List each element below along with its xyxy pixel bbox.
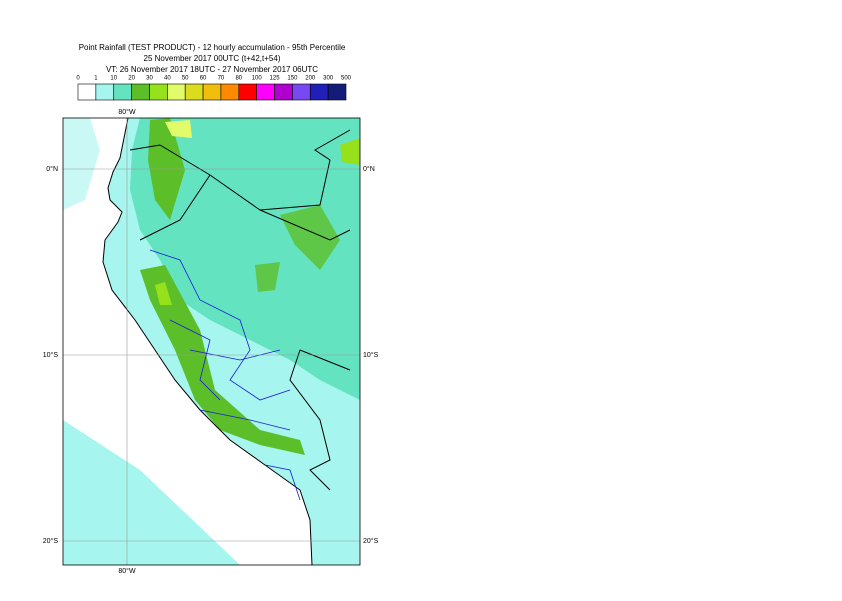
legend-label: 125 (270, 76, 281, 82)
legend-swatch (309, 83, 329, 101)
legend-label: 1 (94, 76, 98, 82)
lat-label: 20°S (43, 537, 59, 545)
legend-label: 80 (235, 76, 242, 82)
lat-label: 10°S (363, 351, 379, 359)
legend-swatch (220, 83, 240, 101)
lon-label: 80°W (118, 108, 136, 116)
legend-swatch (238, 83, 257, 101)
amazon-rain (340, 138, 360, 165)
valid-time: VT: 26 November 2017 18UTC - 27 November… (106, 65, 318, 74)
legend-label: 40 (164, 76, 171, 82)
lat-label: 10°S (43, 351, 59, 359)
title: Point Rainfall (TEST PRODUCT) - 12 hourl… (79, 43, 346, 52)
legend-label: 60 (200, 76, 207, 82)
legend-swatch (113, 83, 132, 101)
legend-label: 20 (128, 76, 135, 82)
country-border (129, 129, 351, 491)
legend-swatch (95, 83, 115, 101)
legend-swatch (184, 83, 204, 101)
legend-label: 300 (323, 76, 334, 82)
peak-rain (165, 120, 192, 138)
legend-label: 30 (146, 76, 153, 82)
legend-label: 150 (287, 76, 298, 82)
legend-swatch (131, 83, 150, 101)
amazon-rain (255, 262, 280, 292)
lat-label: 0°N (363, 165, 375, 173)
region-border (149, 249, 301, 501)
legend-swatch (167, 83, 186, 101)
legend-label: 10 (110, 76, 117, 82)
offshore-rain (63, 420, 240, 565)
lat-label: 20°S (363, 537, 379, 545)
base-time: 25 November 2017 00UTC (t+42,t+54) (144, 54, 281, 63)
legend-swatch (292, 83, 311, 101)
lat-label: 0°N (46, 165, 58, 173)
legend-label: 200 (305, 76, 316, 82)
legend-label: 100 (252, 76, 263, 82)
legend-swatch (256, 83, 275, 101)
legend-swatch (327, 83, 347, 101)
legend-label: 500 (341, 76, 352, 82)
legend-label: 0 (76, 76, 80, 82)
legend: 0 1 10 20 30 40 50 60 70 80 100 125 150 200 300 500 (76, 76, 352, 101)
legend-swatch (77, 83, 97, 101)
offshore-rain (63, 118, 100, 210)
moderate-rain (130, 118, 360, 400)
map-frame (62, 117, 361, 566)
amazon-rain (280, 205, 340, 270)
map: 80°W 80°W 0°N 10°S 20°S 0°N 10°S 20°S (43, 108, 379, 575)
legend-swatch (149, 83, 168, 101)
legend-swatch (274, 83, 293, 101)
andes-rain (140, 265, 305, 455)
legend-swatch (202, 83, 222, 101)
lon-label: 80°W (118, 567, 136, 575)
legend-label: 50 (182, 76, 189, 82)
legend-label: 70 (218, 76, 225, 82)
peak-rain (155, 282, 172, 305)
